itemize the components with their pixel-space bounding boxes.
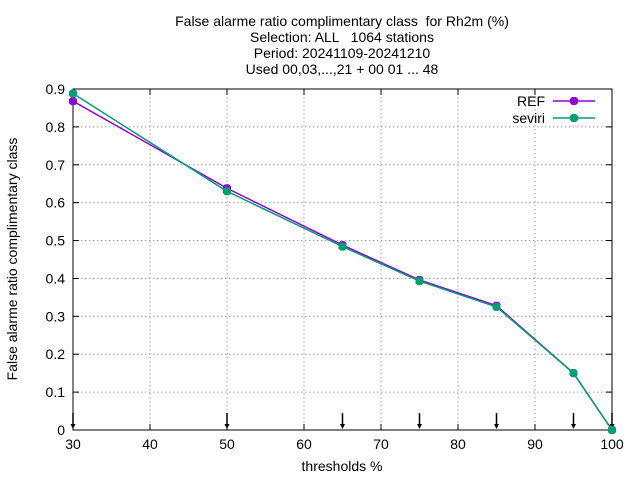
title-line-4: Used 00,03,...,21 + 00 01 ... 48 bbox=[245, 61, 439, 77]
y-tick-label: 0.9 bbox=[46, 81, 66, 97]
threshold-arrow-head bbox=[417, 424, 422, 429]
plot-border bbox=[72, 88, 613, 431]
series bbox=[69, 89, 616, 434]
series-ref bbox=[69, 97, 616, 434]
threshold-arrow-head bbox=[340, 424, 345, 429]
y-tick-label: 0.1 bbox=[46, 384, 66, 400]
threshold-arrow-head bbox=[224, 424, 230, 429]
x-tick-label: 30 bbox=[65, 436, 81, 452]
y-tick-label: 0 bbox=[57, 422, 65, 438]
x-tick-label: 70 bbox=[373, 436, 389, 452]
threshold-markers bbox=[70, 413, 615, 429]
x-tick-label: 90 bbox=[527, 436, 543, 452]
data-point bbox=[492, 302, 501, 311]
title-line-1: False alarme ratio complimentary class f… bbox=[175, 13, 509, 29]
data-point bbox=[338, 242, 347, 251]
axes bbox=[72, 88, 613, 431]
chart-title: False alarme ratio complimentary class f… bbox=[0, 13, 640, 77]
x-tick-label: 100 bbox=[600, 436, 624, 452]
series-seviri bbox=[69, 89, 616, 434]
y-tick-label: 0.7 bbox=[46, 157, 66, 173]
tick-labels: 30 40 50 60 70 80 90 100 0 0.1 0.2 0.3 0.4 0.5 0.6 0.7 0… bbox=[46, 81, 624, 452]
series-line bbox=[72, 92, 613, 431]
series-line bbox=[72, 100, 613, 431]
y-tick-label: 0.4 bbox=[46, 270, 66, 286]
data-point bbox=[69, 97, 77, 106]
x-tick-label: 50 bbox=[219, 436, 235, 452]
x-tick-label: 80 bbox=[450, 436, 466, 452]
y-tick-label: 0.2 bbox=[46, 346, 66, 362]
data-point bbox=[569, 369, 578, 378]
y-tick-label: 0.3 bbox=[46, 308, 66, 324]
legend-marker bbox=[570, 97, 578, 105]
data-point bbox=[608, 426, 616, 434]
x-tick-label: 60 bbox=[296, 436, 312, 452]
threshold-arrow-head bbox=[494, 424, 499, 429]
title-line-2: Selection: ALL 1064 stations bbox=[250, 29, 434, 45]
legend-label: REF bbox=[517, 93, 545, 109]
y-tick-label: 0.6 bbox=[46, 195, 66, 211]
x-axis-label: thresholds % bbox=[302, 458, 383, 474]
y-tick-label: 0.8 bbox=[46, 119, 66, 135]
threshold-arrow-head bbox=[70, 424, 76, 429]
y-axis-label: False alarme ratio complimentary class bbox=[4, 138, 20, 381]
title-line-3: Period: 20241109-20241210 bbox=[253, 45, 431, 61]
grid bbox=[73, 89, 612, 430]
legend-label: seviri bbox=[512, 110, 545, 126]
data-point bbox=[415, 277, 424, 286]
x-tick-label: 40 bbox=[142, 436, 158, 452]
y-tick-label: 0.5 bbox=[46, 233, 66, 249]
legend-marker bbox=[570, 114, 578, 122]
data-point bbox=[69, 89, 77, 98]
threshold-arrow-head bbox=[571, 424, 576, 429]
data-point bbox=[223, 187, 231, 196]
